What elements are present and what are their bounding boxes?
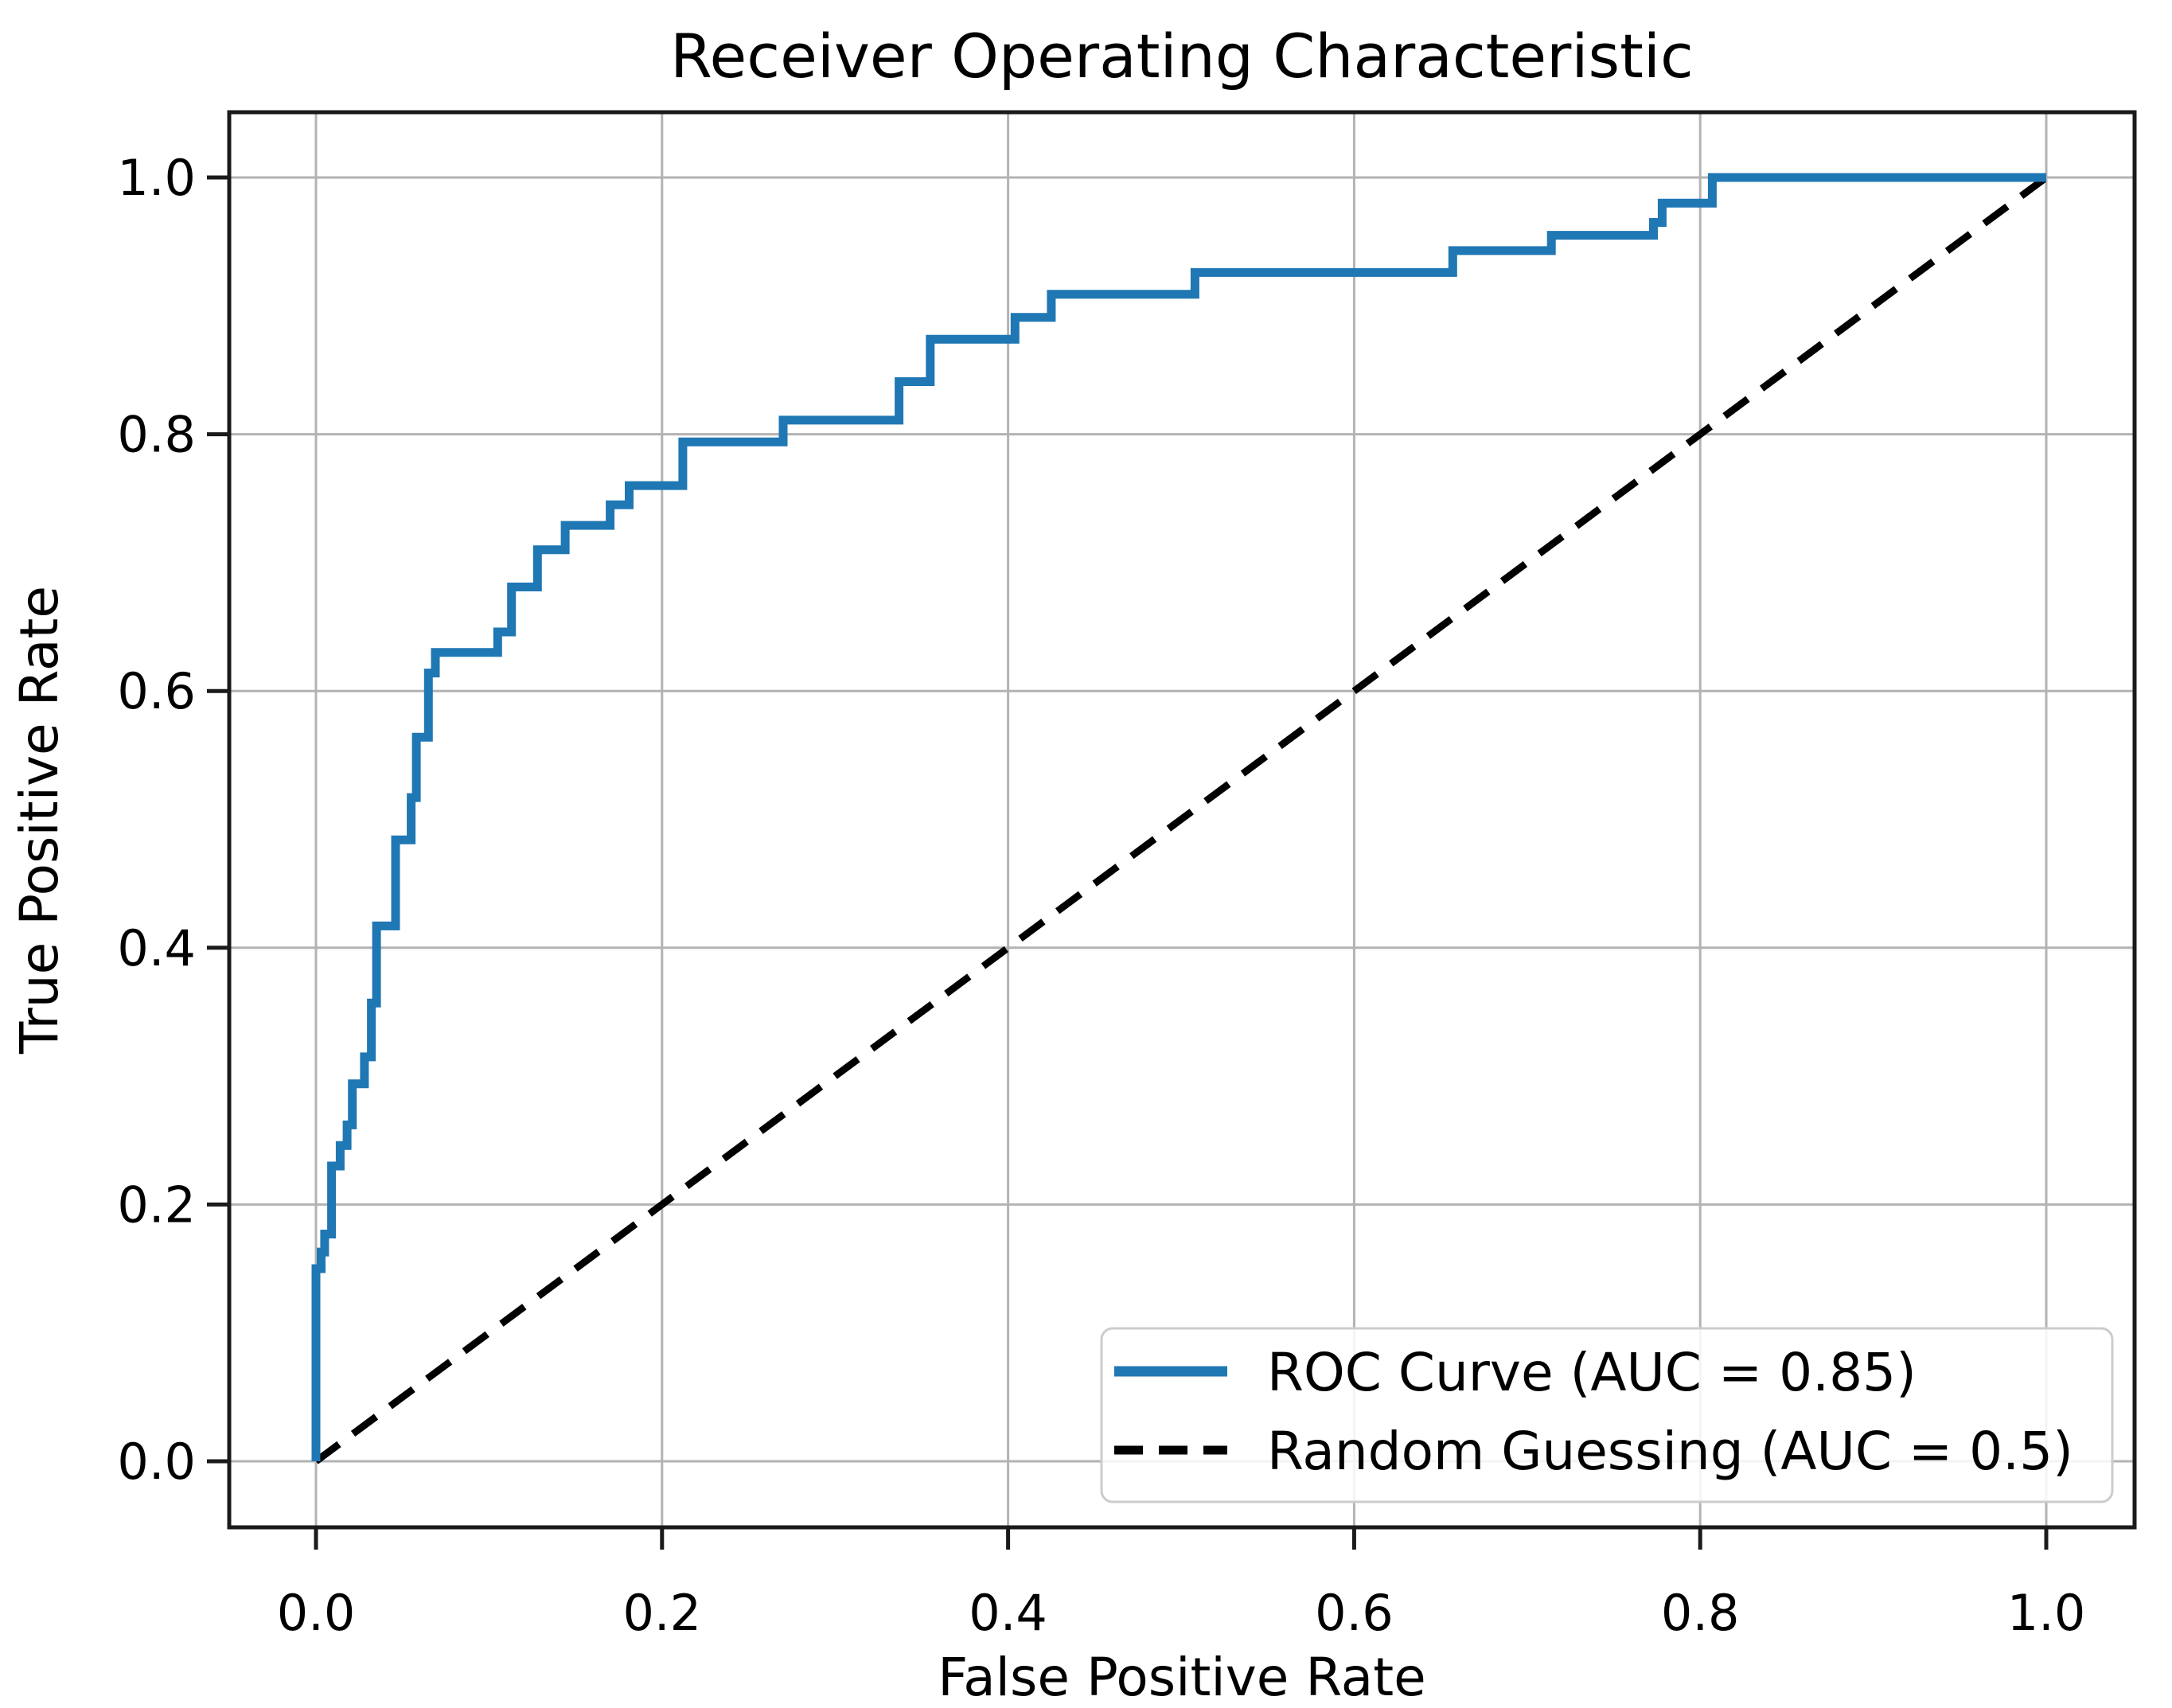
legend-random-label: Random Guessing (AUC = 0.5) <box>1267 1421 2073 1482</box>
chart-title: Receiver Operating Characteristic <box>670 21 1694 92</box>
y-tick-label: 0.2 <box>117 1176 196 1234</box>
x-tick-label: 0.6 <box>1315 1584 1394 1642</box>
roc-curve <box>311 173 2046 1461</box>
axes-spines <box>227 110 2137 1530</box>
x-tick-label: 1.0 <box>2007 1584 2086 1642</box>
series-layer <box>311 173 2049 1464</box>
tick-layer: 0.0 0.2 0.4 0.6 0.8 1.0 0.0 0.2 0.4 0.6 0.8 1.0 <box>117 149 2085 1642</box>
legend: ROC Curve (AUC = 0.85) Random Guessing (… <box>1100 1327 2114 1503</box>
random-guessing-line <box>314 174 2049 1464</box>
grid-layer <box>229 112 2135 1527</box>
y-tick-label: 0.0 <box>117 1433 196 1491</box>
x-tick-label: 0.4 <box>969 1584 1047 1642</box>
x-tick-label: 0.8 <box>1661 1584 1740 1642</box>
legend-box <box>1100 1327 2114 1503</box>
y-tick-label: 0.4 <box>117 919 196 977</box>
x-tick-label: 0.0 <box>277 1584 356 1642</box>
y-tick-label: 1.0 <box>117 149 196 207</box>
y-tick-label: 0.8 <box>117 406 196 464</box>
x-axis-label: False Positive Rate <box>938 1647 1425 1708</box>
y-tick-label: 0.6 <box>117 662 196 720</box>
y-axis-label: True Positive Rate <box>9 586 70 1055</box>
x-tick-label: 0.2 <box>622 1584 701 1642</box>
legend-roc-label: ROC Curve (AUC = 0.85) <box>1267 1342 1917 1403</box>
